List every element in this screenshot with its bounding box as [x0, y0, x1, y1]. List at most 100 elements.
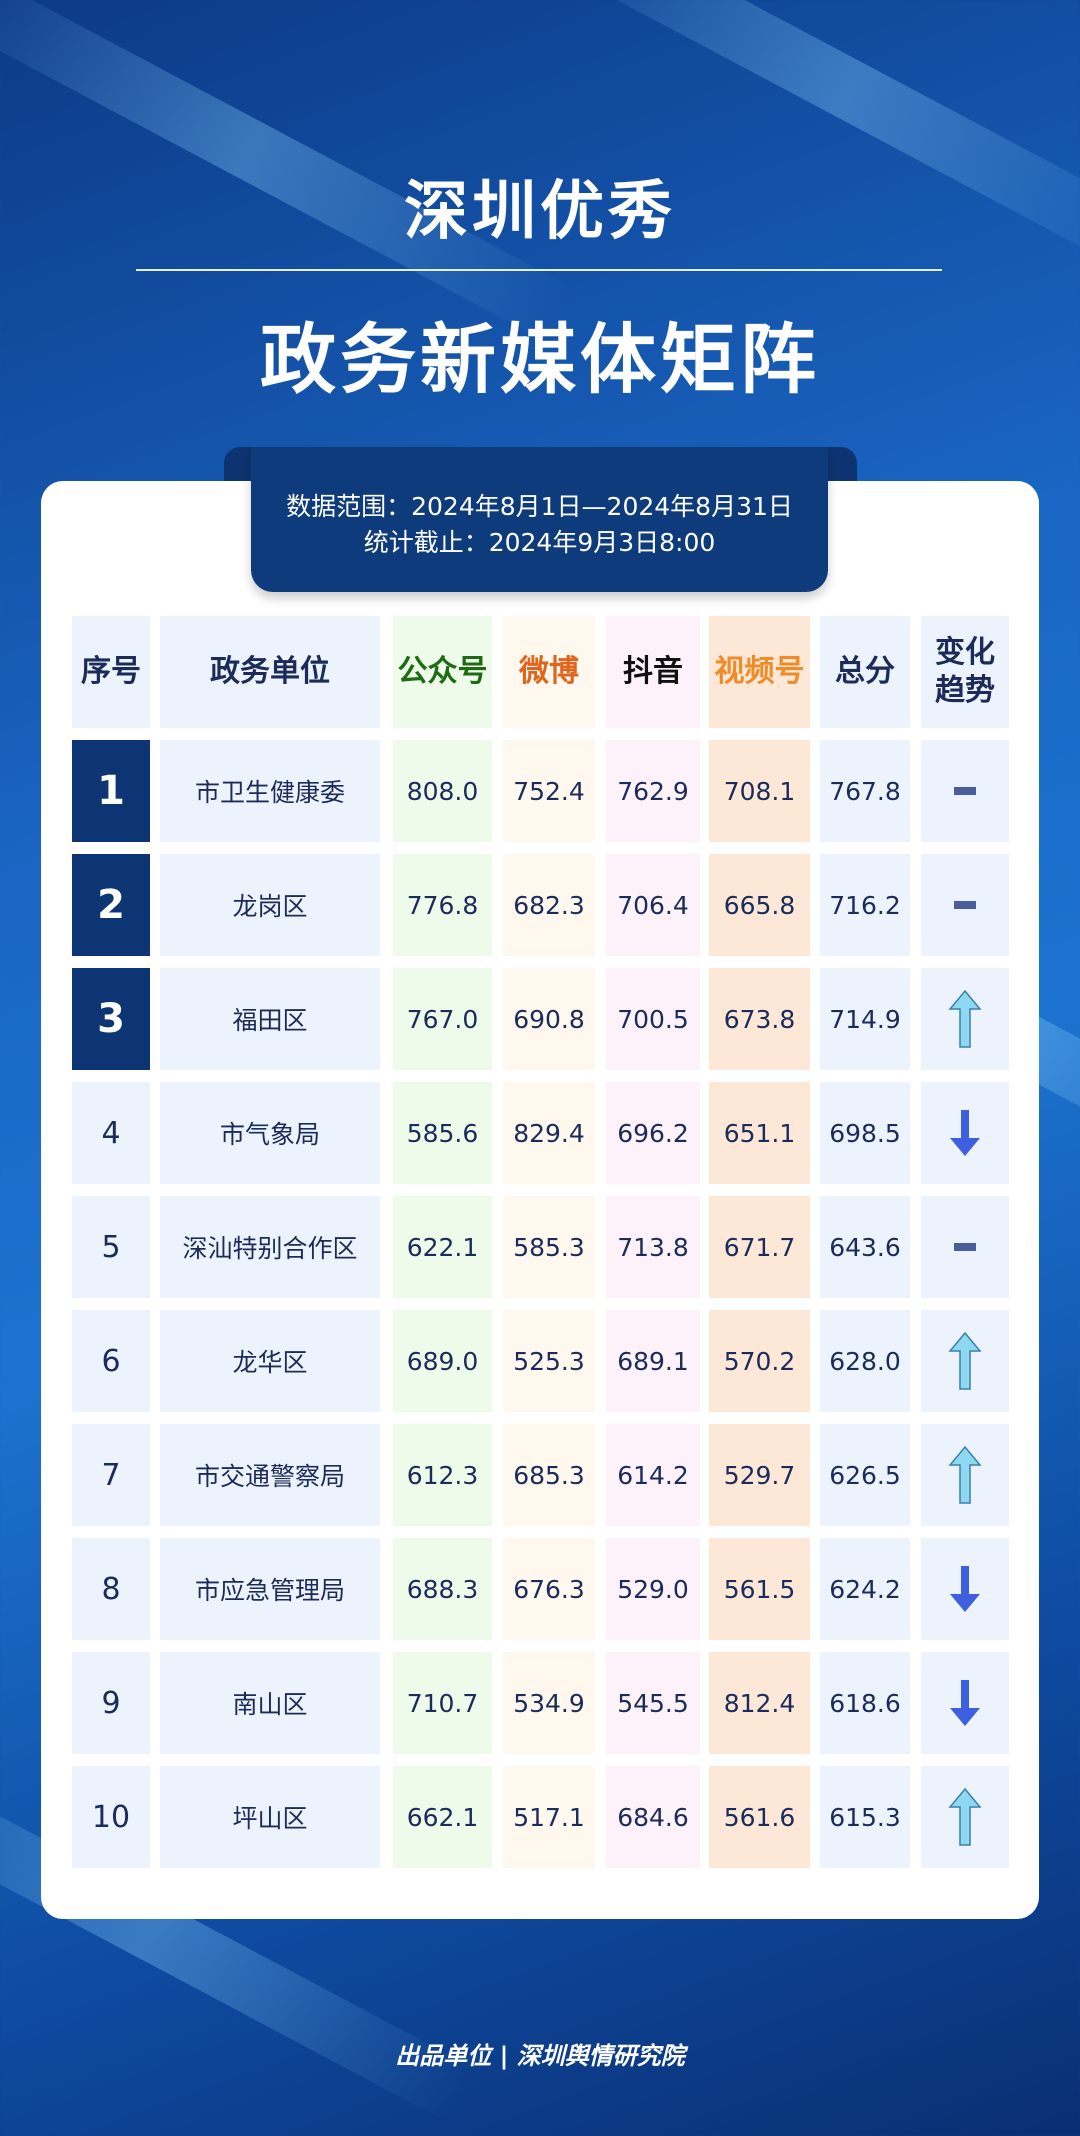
header-weibo-score: 微博 [503, 616, 595, 728]
cutoff-time: 统计截止：2024年9月3日8:00 [363, 528, 716, 557]
channels-score-cell: 561.6 [709, 1766, 810, 1868]
rank-cell: 8 [72, 1538, 150, 1640]
rank-cell: 5 [72, 1196, 150, 1298]
channels-score-cell: 529.7 [709, 1424, 810, 1526]
unit-cell: 市应急管理局 [160, 1538, 380, 1640]
trend-cell [921, 1424, 1009, 1526]
channels-score-cell: 812.4 [709, 1652, 810, 1754]
total-score-cell: 624.2 [820, 1538, 910, 1640]
unit-cell: 市卫生健康委 [160, 740, 380, 842]
trend-cell [921, 1310, 1009, 1412]
header-trend: 变化趋势 [921, 616, 1009, 728]
unit-cell: 市交通警察局 [160, 1424, 380, 1526]
channels-score-cell: 561.5 [709, 1538, 810, 1640]
title-divider [136, 269, 942, 271]
douyin-score-cell: 614.2 [606, 1424, 700, 1526]
data-range: 数据范围：2024年8月1日—2024年8月31日 [286, 492, 793, 521]
rank-cell: 3 [72, 968, 150, 1070]
unit-cell: 龙华区 [160, 1310, 380, 1412]
douyin-score-cell: 684.6 [606, 1766, 700, 1868]
total-score-cell: 698.5 [820, 1082, 910, 1184]
rank-cell: 6 [72, 1310, 150, 1412]
unit-cell: 深汕特别合作区 [160, 1196, 380, 1298]
douyin-score-cell: 700.5 [606, 968, 700, 1070]
channels-score-cell: 708.1 [709, 740, 810, 842]
unit-cell: 龙岗区 [160, 854, 380, 956]
weibo-score-cell: 752.4 [503, 740, 595, 842]
channels-score-cell: 665.8 [709, 854, 810, 956]
wechat-score-cell: 689.0 [393, 1310, 492, 1412]
trend-down-icon [950, 1680, 980, 1726]
total-score-cell: 643.6 [820, 1196, 910, 1298]
douyin-score-cell: 529.0 [606, 1538, 700, 1640]
total-score-cell: 628.0 [820, 1310, 910, 1412]
weibo-score-cell: 517.1 [503, 1766, 595, 1868]
wechat-score-cell: 688.3 [393, 1538, 492, 1640]
trend-flat-icon [954, 1243, 976, 1251]
rank-cell: 1 [72, 740, 150, 842]
weibo-score-cell: 585.3 [503, 1196, 595, 1298]
channels-score-cell: 651.1 [709, 1082, 810, 1184]
trend-cell [921, 1538, 1009, 1640]
trend-up-icon [948, 1331, 982, 1390]
unit-cell: 市气象局 [160, 1082, 380, 1184]
wechat-score-cell: 710.7 [393, 1652, 492, 1754]
title-line2: 政务新媒体矩阵 [260, 315, 820, 404]
footer-producer: 出品单位 | 深圳舆情研究院 [395, 2042, 685, 2070]
rank-cell: 10 [72, 1766, 150, 1868]
douyin-score-cell: 689.1 [606, 1310, 700, 1412]
trend-flat-icon [954, 787, 976, 795]
header-channels-score: 视频号 [709, 616, 810, 728]
douyin-score-cell: 713.8 [606, 1196, 700, 1298]
weibo-score-cell: 682.3 [503, 854, 595, 956]
unit-cell: 坪山区 [160, 1766, 380, 1868]
weibo-score-cell: 685.3 [503, 1424, 595, 1526]
wechat-score-cell: 612.3 [393, 1424, 492, 1526]
total-score-cell: 626.5 [820, 1424, 910, 1526]
trend-cell [921, 1082, 1009, 1184]
unit-cell: 福田区 [160, 968, 380, 1070]
trend-cell [921, 740, 1009, 842]
total-score-cell: 615.3 [820, 1766, 910, 1868]
trend-down-icon [950, 1110, 980, 1156]
trend-cell [921, 1766, 1009, 1868]
douyin-score-cell: 706.4 [606, 854, 700, 956]
header-unit: 政务单位 [160, 616, 380, 728]
trend-down-icon [950, 1566, 980, 1612]
total-score-cell: 714.9 [820, 968, 910, 1070]
header-label: 变化趋势 [935, 635, 995, 708]
rank-cell: 4 [72, 1082, 150, 1184]
douyin-score-cell: 696.2 [606, 1082, 700, 1184]
trend-cell [921, 1196, 1009, 1298]
wechat-score-cell: 585.6 [393, 1082, 492, 1184]
trend-up-icon [948, 989, 982, 1048]
header-wechat-score: 公众号 [393, 616, 492, 728]
weibo-score-cell: 534.9 [503, 1652, 595, 1754]
trend-up-icon [948, 1445, 982, 1504]
wechat-score-cell: 622.1 [393, 1196, 492, 1298]
wechat-score-cell: 776.8 [393, 854, 492, 956]
weibo-score-cell: 676.3 [503, 1538, 595, 1640]
channels-score-cell: 570.2 [709, 1310, 810, 1412]
trend-cell [921, 854, 1009, 956]
total-score-cell: 618.6 [820, 1652, 910, 1754]
channels-score-cell: 673.8 [709, 968, 810, 1070]
wechat-score-cell: 808.0 [393, 740, 492, 842]
channels-score-cell: 671.7 [709, 1196, 810, 1298]
header-douyin-score: 抖音 [606, 616, 700, 728]
rank-cell: 7 [72, 1424, 150, 1526]
header-total-score: 总分 [820, 616, 910, 728]
total-score-cell: 716.2 [820, 854, 910, 956]
info-tab: 数据范围：2024年8月1日—2024年8月31日 统计截止：2024年9月3日… [251, 447, 828, 592]
douyin-score-cell: 545.5 [606, 1652, 700, 1754]
rank-cell: 9 [72, 1652, 150, 1754]
header-rank: 序号 [72, 616, 150, 728]
total-score-cell: 767.8 [820, 740, 910, 842]
trend-cell [921, 1652, 1009, 1754]
unit-cell: 南山区 [160, 1652, 380, 1754]
trend-cell [921, 968, 1009, 1070]
wechat-score-cell: 767.0 [393, 968, 492, 1070]
weibo-score-cell: 690.8 [503, 968, 595, 1070]
title-line1: 深圳优秀 [404, 175, 676, 249]
weibo-score-cell: 525.3 [503, 1310, 595, 1412]
